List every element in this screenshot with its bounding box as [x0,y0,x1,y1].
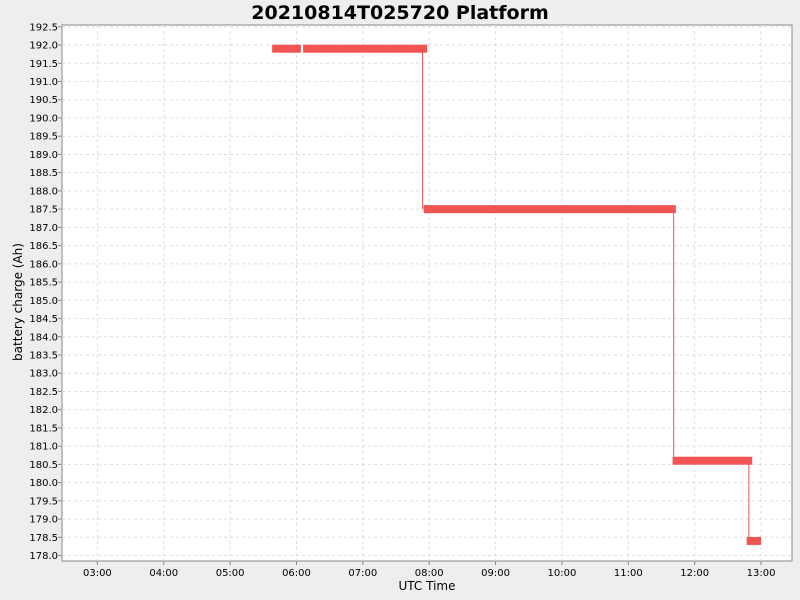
y-tick-label: 181.0 [29,442,58,453]
x-tick-label: 03:00 [83,568,112,579]
y-tick-label: 186.5 [29,241,58,252]
x-tick-label: 04:00 [149,568,178,579]
y-tick-label: 184.0 [29,332,58,343]
x-tick-label: 07:00 [348,568,377,579]
y-tick-label: 179.5 [29,496,58,507]
x-axis-label: UTC Time [399,579,456,593]
x-tick-label: 11:00 [614,568,643,579]
y-tick-label: 189.5 [29,132,58,143]
y-tick-label: 184.5 [29,314,58,325]
x-gridlines [96,25,762,561]
y-tick-label: 185.0 [29,296,58,307]
y-tick-label: 190.5 [29,95,58,106]
y-tick-label: 183.0 [29,369,58,380]
x-tick-label: 05:00 [216,568,245,579]
y-tick-label: 187.0 [29,223,58,234]
y-tick-label: 190.0 [29,113,58,124]
y-tick-label: 179.0 [29,515,58,526]
y-tick-label: 188.0 [29,186,58,197]
x-tick-label: 13:00 [747,568,776,579]
y-tick-label: 181.5 [29,423,58,434]
y-axis-ticks: 178.0 178.5 179.0 179.5 180.0 180.5 181.0 181.5… [29,22,62,562]
chart-title: 20210814T025720 Platform [251,2,549,24]
y-tick-label: 183.5 [29,350,58,361]
y-tick-label: 191.5 [29,59,58,70]
y-axis-label: battery charge (Ah) [11,243,25,361]
series-segment [303,44,427,53]
y-tick-label: 185.5 [29,278,58,289]
y-tick-label: 180.5 [29,460,58,471]
y-tick-label: 188.5 [29,168,58,179]
series-segment [672,456,753,465]
y-tick-label: 192.5 [29,22,58,33]
x-tick-label: 06:00 [282,568,311,579]
y-tick-label: 178.0 [29,551,58,562]
y-tick-label: 191.0 [29,77,58,88]
y-tick-label: 192.0 [29,41,58,52]
x-tick-label: 09:00 [481,568,510,579]
y-tick-label: 178.5 [29,533,58,544]
x-axis-ticks: 03:00 04:00 05:00 06:00 07:00 08:00 09:00 10:00… [83,561,775,579]
y-tick-label: 182.5 [29,387,58,398]
y-tick-label: 186.0 [29,259,58,270]
x-tick-label: 08:00 [415,568,444,579]
y-gridlines [62,26,792,557]
x-tick-label: 12:00 [680,568,709,579]
series-segment [746,536,762,545]
y-tick-label: 180.0 [29,478,58,489]
y-tick-label: 182.0 [29,405,58,416]
series-segment [272,44,301,53]
battery-charge-series [272,44,762,545]
plot-area [61,24,793,562]
y-tick-label: 187.5 [29,205,58,216]
series-segment [423,205,676,214]
x-tick-label: 10:00 [548,568,577,579]
y-tick-label: 189.0 [29,150,58,161]
